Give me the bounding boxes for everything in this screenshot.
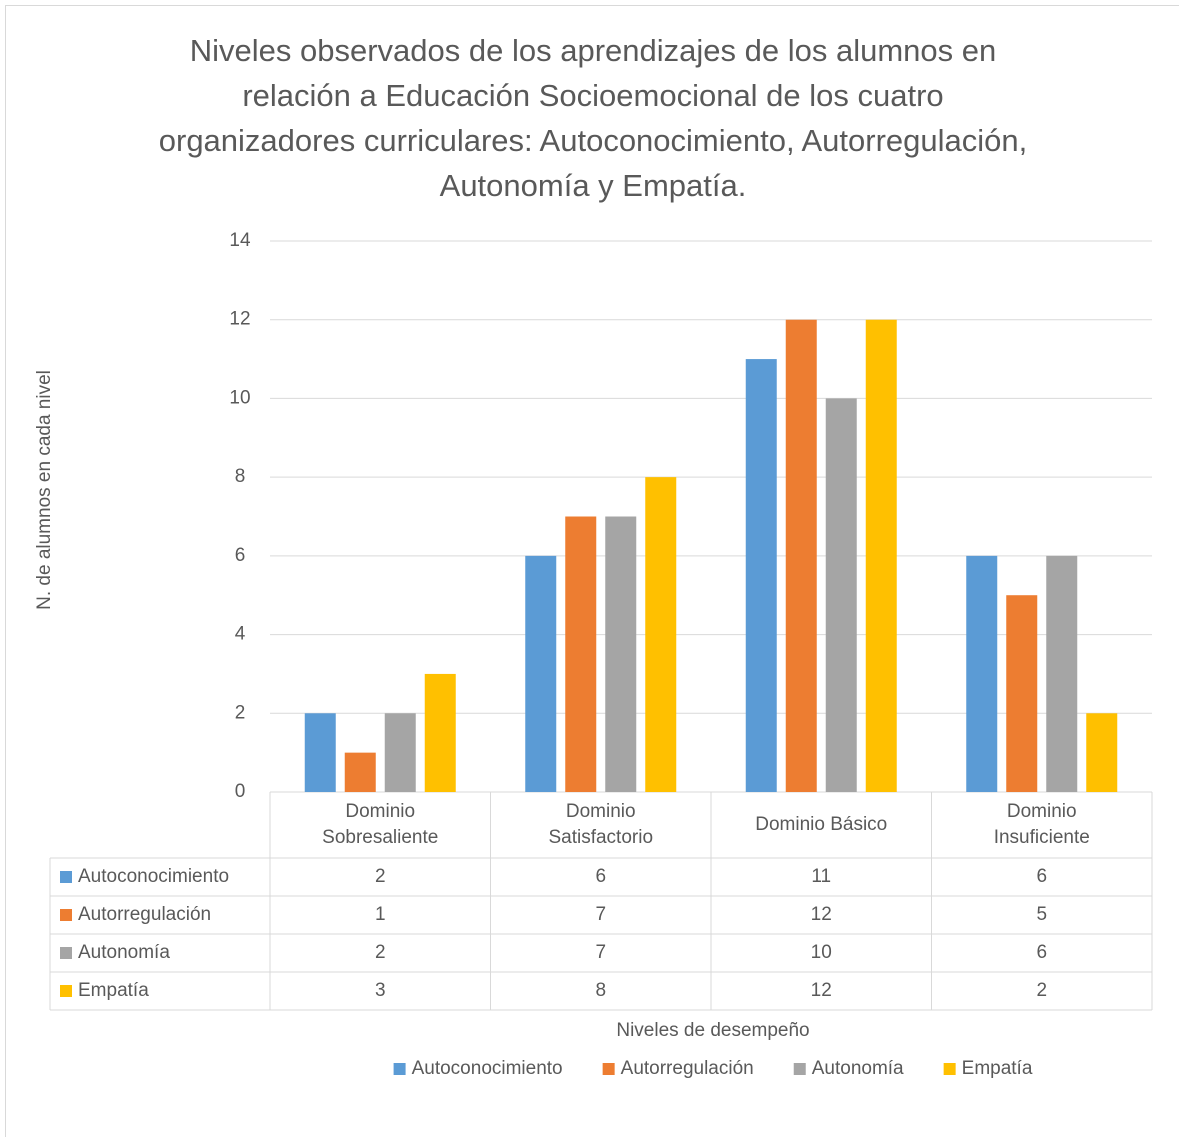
y-tick-label: 8: [235, 466, 246, 487]
bar: [745, 359, 777, 792]
chart-frame: [5, 5, 1179, 1137]
table-value: 2: [1036, 980, 1047, 1001]
y-tick-label: 4: [235, 624, 246, 645]
table-value: 6: [1036, 866, 1047, 887]
table-value: 10: [811, 942, 832, 963]
table-value: 5: [1036, 904, 1047, 925]
y-tick-label: 0: [235, 781, 246, 802]
table-value: 3: [375, 980, 386, 1001]
table-legend-key: [60, 947, 72, 959]
table-value: 1: [375, 904, 386, 925]
legend-label: Autorregulación: [621, 1058, 754, 1079]
bar: [384, 713, 416, 792]
table-legend-key: [60, 909, 72, 921]
bar: [565, 516, 597, 792]
table-value: 12: [811, 980, 832, 1001]
x-tick-label: Dominio Básico: [755, 814, 888, 835]
bar: [344, 752, 376, 792]
y-axis-label: N. de alumnos en cada nivel: [34, 370, 55, 610]
y-tick-label: 10: [229, 387, 250, 408]
y-tick-label: 2: [235, 702, 246, 723]
table-value: 11: [811, 866, 831, 887]
bar: [785, 319, 817, 792]
table-value: 12: [811, 904, 832, 925]
table-legend-key: [60, 871, 72, 883]
table-value: 2: [375, 942, 386, 963]
legend-key: [793, 1063, 806, 1075]
y-tick-label: 6: [235, 545, 246, 566]
bar: [1046, 555, 1078, 792]
table-series-name: Autoconocimiento: [78, 866, 229, 887]
y-tick-label: 14: [229, 230, 251, 251]
table-series-name: Empatía: [78, 980, 149, 1001]
chart-title: Niveles observados de los aprendizajes d…: [158, 33, 1028, 203]
y-tick-label: 12: [229, 309, 250, 330]
table-value: 6: [595, 866, 606, 887]
legend-key: [602, 1063, 615, 1075]
table-series-name: Autorregulación: [78, 904, 211, 925]
bar: [966, 555, 998, 792]
table-value: 7: [595, 942, 606, 963]
bar: [645, 477, 677, 792]
bar: [825, 398, 857, 792]
table-value: 2: [375, 866, 386, 887]
bar: [304, 713, 336, 792]
x-tick-label: Dominio Insuficiente: [993, 801, 1090, 848]
table-value: 6: [1036, 942, 1047, 963]
table-legend-key: [60, 985, 72, 997]
x-axis-label: Niveles de desempeño: [616, 1020, 809, 1041]
legend-label: Empatía: [962, 1058, 1033, 1079]
bar: [424, 673, 456, 792]
legend-key: [393, 1063, 406, 1075]
x-tick-label: Dominio Sobresaliente: [322, 801, 439, 848]
table-value: 8: [595, 980, 606, 1001]
bar: [1006, 595, 1038, 792]
bar: [1086, 713, 1118, 792]
table-value: 7: [595, 904, 606, 925]
legend-label: Autonomía: [812, 1058, 904, 1079]
bar: [525, 555, 557, 792]
x-tick-label: Dominio Satisfactorio: [548, 801, 654, 848]
legend-label: Autoconocimiento: [412, 1058, 563, 1079]
bar: [865, 319, 897, 792]
table-series-name: Autonomía: [78, 942, 170, 963]
legend-key: [943, 1063, 956, 1075]
bar: [605, 516, 637, 792]
